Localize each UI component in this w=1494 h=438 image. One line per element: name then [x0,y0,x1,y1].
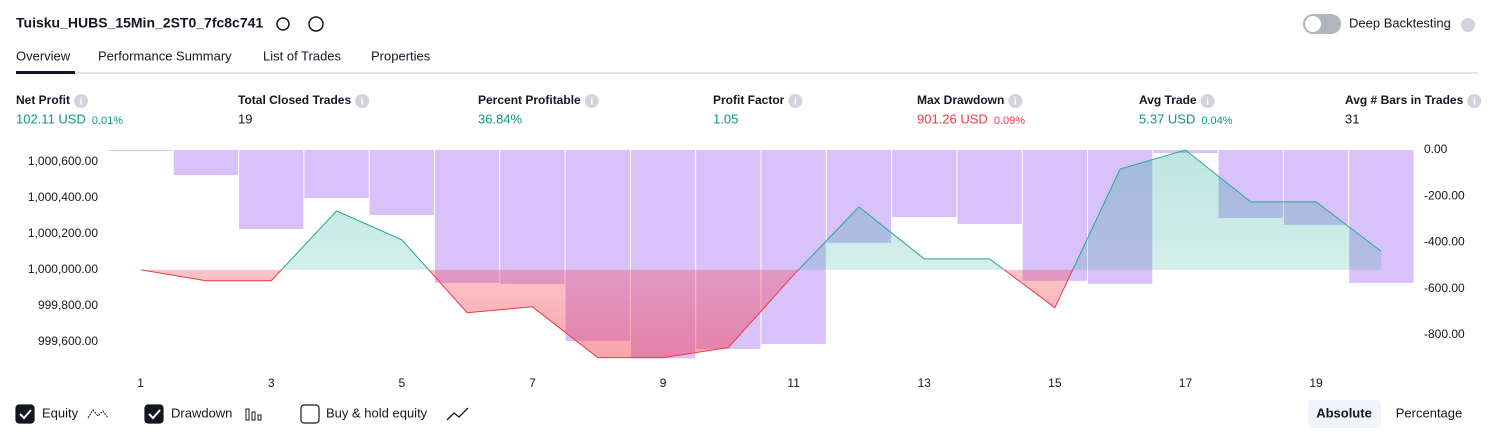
metric-label: Avg Trade [1139,93,1197,107]
mode-button[interactable]: Percentage [1396,405,1463,420]
x-tick-label: 19 [1309,376,1323,390]
y-tick-label: 999,800.00 [38,298,98,312]
metric-percent: 0.01% [92,115,123,127]
y2-tick-label: -400.00 [1424,235,1465,249]
checkbox[interactable] [15,404,35,424]
y-tick-label: 1,000,400.00 [28,190,98,204]
metric-value: 1.05 [713,111,738,126]
x-tick-label: 1 [137,376,144,390]
metric-label: Percent Profitable [478,93,581,107]
info-icon [74,94,88,108]
y2-tick-label: -600.00 [1424,281,1465,295]
tab-underline [16,71,75,74]
drawdown-bar [1022,150,1087,281]
y-tick-label: 1,000,600.00 [28,154,98,168]
equity-line-negative [140,269,1074,359]
tab[interactable]: List of Trades [263,48,342,63]
metric-label: Net Profit [16,93,70,107]
drawdown-bar [369,150,434,215]
tab[interactable]: Overview [16,48,71,63]
checkmark [19,409,32,420]
checkbox[interactable] [144,404,164,424]
drawdown-bar [957,150,1022,224]
metric-value: 901.26 USD [917,111,988,126]
legend-drawdown-icon [245,408,262,421]
info-glyph: i [80,97,83,108]
info-icon [1008,94,1023,108]
x-tick-label: 7 [529,376,536,390]
strategy-title: Tuisku_HUBS_15Min_2ST0_7fc8c741 [16,15,263,31]
metric-label: Total Closed Trades [238,93,351,107]
metric-value: 102.11 USD [16,111,86,126]
metric-value: 19 [238,111,252,126]
x-tick-label: 17 [1179,376,1193,390]
mode-button[interactable]: Absolute [1316,405,1372,420]
equity-line [140,149,1382,270]
drawdown-bar [500,150,565,284]
y2-tick-label: -200.00 [1424,188,1465,202]
info-glyph: i [794,97,797,108]
deep-backtesting-label: Deep Backtesting [1349,15,1451,30]
info-icon [1467,94,1482,108]
tab[interactable]: Performance Summary [98,48,232,63]
info-glyph: i [1473,97,1476,108]
checkbox[interactable] [300,404,320,424]
y2-tick-label: 0.00 [1424,142,1448,156]
drawdown-bar [108,150,173,151]
metric-percent: 0.04% [1201,115,1232,127]
drawdown-bar [304,150,369,199]
y-tick-label: 1,000,200.00 [28,226,98,240]
info-icon [1200,94,1215,108]
mode-button-active[interactable] [1308,400,1381,428]
info-glyph: i [590,97,593,108]
y-tick-label: 999,600.00 [38,334,98,348]
metric-label: Profit Factor [713,93,785,107]
info-icon [788,94,803,108]
info-glyph: i [361,97,364,108]
equity-area-positive [281,150,1382,270]
checkmark [148,409,161,420]
legend-equity-icon [87,409,109,419]
x-tick-label: 5 [399,376,406,390]
legend-label: Drawdown [171,405,232,420]
help-icon [1461,18,1475,32]
legend-label: Buy & hold equity [326,405,428,420]
metric-label: Avg # Bars in Trades [1345,93,1464,107]
drawdown-bar [761,150,826,344]
y-tick-label: 1,000,000.00 [28,262,98,276]
metric-value: 5.37 USD [1139,111,1195,126]
info-glyph: i [1206,97,1209,108]
x-tick-label: 9 [660,376,667,390]
tab[interactable]: Properties [371,48,431,63]
tab-divider [16,72,1478,74]
settings-icon[interactable] [276,17,290,31]
equity-area-negative [140,269,1382,358]
drawdown-bar [435,150,500,283]
y2-tick-label: -800.00 [1424,327,1465,341]
metric-value: 36.84% [478,111,523,126]
metric-value: 31 [1345,111,1359,126]
x-tick-label: 15 [1048,376,1062,390]
refresh-icon[interactable] [308,16,324,32]
x-tick-label: 11 [787,376,800,390]
info-icon [355,94,370,108]
drawdown-bar [173,150,239,175]
info-glyph: i [1014,97,1017,108]
metric-label: Max Drawdown [917,93,1004,107]
info-icon [584,94,599,108]
drawdown-bar [239,150,304,230]
legend-label: Equity [42,405,79,420]
toggle-knob [1305,16,1321,32]
drawdown-bar [892,150,957,218]
metric-percent: 0.09% [994,115,1025,127]
x-tick-label: 13 [918,376,932,390]
legend-buyhold-icon [446,407,469,421]
x-tick-label: 3 [268,376,275,390]
